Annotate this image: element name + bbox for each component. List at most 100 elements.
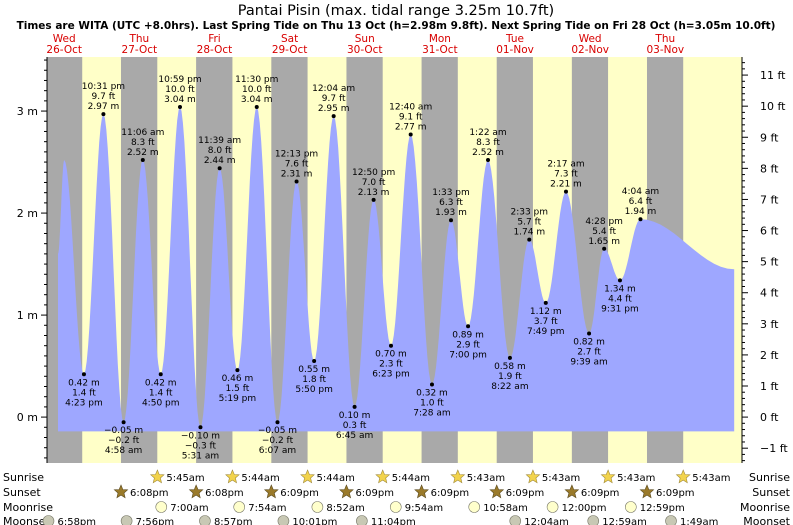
sunrise-time: 5:43am <box>617 473 655 484</box>
moonrise-icon <box>468 501 481 513</box>
high-tide-label: 5.4 ft <box>592 227 616 237</box>
moonset-time: 10:01pm <box>292 517 337 525</box>
high-tide-label: 12:40 am <box>389 103 432 113</box>
day-date-label: 03-Nov <box>646 44 684 56</box>
low-tide-point <box>235 368 240 373</box>
high-tide-point <box>217 166 222 171</box>
moonset-time: 7:56pm <box>136 517 175 525</box>
high-tide-label: 4:04 am <box>622 187 659 197</box>
day-labels: Wed26-OctThu27-OctFri28-OctSat29-OctSun3… <box>46 33 684 56</box>
sun-icon <box>149 469 165 484</box>
low-tide-label: 8:22 am <box>491 382 528 392</box>
sunset-time: 6:09pm <box>431 488 470 499</box>
low-tide-label: 5:19 pm <box>219 394 257 404</box>
left-axis: 0 m 1 m 2 m 3 m <box>17 57 48 463</box>
low-tide-label: 0.55 m <box>298 365 330 375</box>
sunset-time: 6:08pm <box>205 488 244 499</box>
sunrise-row-label-right: Sunrise <box>749 471 790 484</box>
high-tide-point <box>449 218 454 223</box>
high-tide-label: 2.97 m <box>88 102 120 112</box>
right-axis: −1 ft 0 ft 1 ft 2 ft 3 ft 4 ft 5 ft 6 ft 7 ft 8 f… <box>741 57 788 463</box>
high-tide-label: 11:30 pm <box>235 75 278 85</box>
sun-icon <box>525 469 541 484</box>
low-tide-point <box>312 358 317 363</box>
low-tide-label: 1.12 m <box>530 307 562 317</box>
low-tide-point <box>198 425 203 430</box>
low-tide-label: 1.9 ft <box>498 372 522 382</box>
high-tide-label: 11:06 am <box>121 128 164 138</box>
day-date-label: 30-Oct <box>347 44 383 56</box>
moonset-icon <box>509 515 522 525</box>
low-tide-label: 1.4 ft <box>149 388 173 398</box>
sunrise-time: 5:43am <box>542 473 580 484</box>
low-tide-label: 7:00 pm <box>449 350 487 360</box>
high-tide-point <box>486 158 491 163</box>
right-axis-tick-label: 1 ft <box>760 380 779 393</box>
low-tide-label: −0.2 ft <box>108 436 140 446</box>
high-tide-label: 2.44 m <box>204 156 236 166</box>
low-tide-label: −0.10 m <box>181 431 220 441</box>
high-tide-label: 8.3 ft <box>131 138 155 148</box>
low-tide-point <box>121 420 126 425</box>
high-tide-point <box>563 189 568 194</box>
right-axis-tick-label: 5 ft <box>760 256 779 269</box>
right-axis-tick-label: 8 ft <box>760 162 779 175</box>
low-tide-label: 0.32 m <box>416 389 448 399</box>
sunset-icon <box>263 484 279 499</box>
high-tide-label: 7.6 ft <box>285 160 309 170</box>
sunset-time: 6:09pm <box>581 488 620 499</box>
high-tide-label: 4:28 pm <box>585 217 623 227</box>
right-axis-tick-label: 0 ft <box>760 411 779 424</box>
right-axis-tick-label: 11 ft <box>760 69 786 82</box>
sun-icon <box>450 469 466 484</box>
day-weekday-label: Wed <box>579 33 602 45</box>
high-tide-label: 2.52 m <box>127 148 159 158</box>
moonset-icon <box>587 515 600 525</box>
high-tide-point <box>140 158 145 163</box>
high-tide-label: 10.0 ft <box>242 85 272 95</box>
moonrise-row-label-right: Moonrise <box>740 501 790 514</box>
astro-rows: Sunrise Sunrise 5:45am 5:44am 5:44am 5:44am 5:… <box>3 469 791 525</box>
moonset-row: Moonset Moonset 6:58pm 7:56pm 8:57pm 10:01pm 1… <box>3 515 791 525</box>
high-tide-label: 11:39 am <box>198 136 241 146</box>
high-tide-label: 8.0 ft <box>208 146 232 156</box>
sun-icon <box>600 469 616 484</box>
sunset-time: 6:09pm <box>656 488 695 499</box>
high-tide-label: 2:33 pm <box>510 208 548 218</box>
sunset-icon <box>414 484 429 499</box>
low-tide-label: 6:45 am <box>336 431 373 441</box>
day-weekday-label: Thu <box>128 33 149 45</box>
day-weekday-label: Mon <box>429 33 451 45</box>
moonset-time: 12:59am <box>602 517 647 525</box>
left-axis-tick-label: 2 m <box>17 207 38 220</box>
high-tide-label: 6.3 ft <box>439 198 463 208</box>
day-date-label: 02-Nov <box>571 44 609 56</box>
low-tide-label: 1.5 ft <box>226 384 250 394</box>
moonrise-time: 9:54am <box>405 503 443 514</box>
day-weekday-label: Sat <box>281 33 298 45</box>
moonrise-icon <box>311 501 324 513</box>
low-tide-label: 1.34 m <box>604 284 636 294</box>
high-tide-label: 7.0 ft <box>362 178 386 188</box>
high-tide-label: 12:50 pm <box>352 168 395 178</box>
moonrise-icon <box>155 501 168 513</box>
low-tide-label: 0.46 m <box>222 374 254 384</box>
sunset-row: Sunset Sunset 6:08pm 6:08pm 6:09pm 6:09pm 6:09… <box>3 484 791 499</box>
high-tide-label: 1.65 m <box>588 237 620 247</box>
low-tide-label: 7:28 am <box>413 409 450 419</box>
high-tide-label: 10:31 pm <box>82 82 125 92</box>
low-tide-label: 0.10 m <box>339 411 371 421</box>
high-tide-label: 3.04 m <box>241 95 273 105</box>
sunset-icon <box>639 484 655 499</box>
low-tide-point <box>352 404 357 409</box>
moonrise-time: 10:58am <box>483 503 528 514</box>
low-tide-label: 0.58 m <box>494 362 526 372</box>
low-tide-point <box>429 382 434 387</box>
high-tide-point <box>331 114 336 119</box>
high-tide-label: 7.3 ft <box>554 170 578 180</box>
moonrise-row-label-left: Moonrise <box>3 501 53 514</box>
moonrise-time: 12:00pm <box>562 503 607 514</box>
sunrise-time: 5:43am <box>692 473 730 484</box>
